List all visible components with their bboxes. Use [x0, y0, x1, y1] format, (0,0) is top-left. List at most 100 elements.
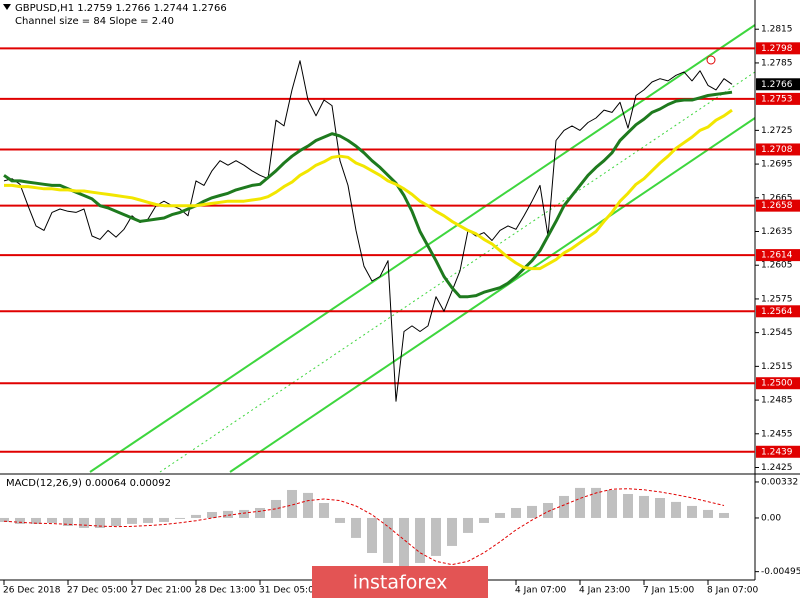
macd-bar [223, 510, 233, 518]
level-label-bg [756, 199, 800, 212]
logo-bg [312, 566, 488, 598]
level-label: 1.2439 [761, 447, 793, 457]
x-tick-label: 28 Dec 13:00 [195, 586, 256, 596]
macd-bar [255, 507, 265, 518]
macd-bar [79, 517, 89, 528]
macd-bar [63, 517, 73, 526]
macd-bar [287, 489, 297, 518]
y-tick-label: 1.2695 [761, 160, 793, 170]
chart-title: GBPUSD,H1 1.2759 1.2766 1.2744 1.2766 [15, 3, 227, 14]
y-tick-label: 1.2785 [761, 58, 793, 68]
macd-bar [383, 517, 393, 563]
logo: instaforex [353, 572, 448, 594]
level-label: 1.2658 [761, 201, 793, 211]
macd-bar [447, 517, 457, 546]
y-tick-label: 1.2485 [761, 396, 793, 406]
y-tick-label: 1.2815 [761, 25, 793, 35]
macd-bar [367, 517, 377, 553]
macd-bar [175, 517, 185, 519]
macd-bar [703, 509, 713, 518]
macd-title: MACD(12,26,9) 0.00064 0.00092 [6, 478, 171, 489]
macd-bar [127, 517, 137, 524]
macd-bar [415, 517, 425, 563]
price-line [3, 90, 733, 299]
macd-bar [239, 509, 249, 518]
macd-bar [575, 487, 585, 518]
macd-bar [15, 517, 25, 524]
macd-bar [159, 517, 169, 522]
y-tick-label: 0.00 [761, 513, 781, 523]
macd-bar [207, 512, 217, 518]
channel-line [229, 117, 756, 473]
level-label: 1.2798 [761, 44, 793, 54]
macd-bar [351, 517, 361, 538]
y-tick-label: 1.2605 [761, 261, 793, 271]
macd-bar [655, 498, 665, 518]
macd-bar [719, 512, 729, 518]
macd-bar [607, 489, 617, 518]
macd-bar [495, 512, 505, 518]
macd-bar [639, 495, 649, 518]
level-label-bg [756, 377, 800, 390]
macd-bar [431, 517, 441, 556]
macd-bar [0, 517, 9, 522]
macd-bar [47, 517, 57, 523]
macd-bar [335, 517, 345, 523]
y-tick-label: 1.2515 [761, 362, 793, 372]
y-tick-label: -0.00495 [761, 567, 800, 577]
macd-bar [191, 514, 201, 518]
macd-bar [479, 517, 489, 523]
x-tick-label: 27 Dec 21:00 [131, 586, 192, 596]
x-tick-label: 4 Jan 07:00 [515, 586, 567, 596]
level-label: 1.2614 [761, 251, 793, 261]
macd-bar [303, 492, 313, 518]
y-tick-label: 1.2545 [761, 328, 793, 338]
level-label-bg [756, 92, 800, 105]
price-line [3, 60, 733, 402]
x-tick-label: 7 Jan 15:00 [643, 586, 695, 596]
price-line [4, 108, 733, 271]
level-label: 1.2753 [761, 94, 793, 104]
macd-bar [143, 517, 153, 523]
macd-bar [527, 505, 537, 518]
level-label-bg [756, 143, 800, 156]
level-label-bg [756, 305, 800, 318]
signal-line [3, 488, 725, 566]
current-price-bg [756, 78, 800, 91]
level-label-bg [756, 445, 800, 458]
macd-bar [399, 517, 409, 567]
chart-subtitle: Channel size = 84 Slope = 2.40 [15, 16, 174, 27]
macd-bar [543, 503, 553, 518]
level-label-bg [756, 249, 800, 262]
x-tick-label: 26 Dec 2018 [3, 586, 61, 596]
macd-bar [271, 499, 281, 518]
x-tick-label: 31 Dec 05:00 [259, 586, 320, 596]
x-tick-label: 8 Jan 07:00 [707, 586, 759, 596]
macd-bar [319, 503, 329, 518]
y-tick-label: 1.2635 [761, 227, 793, 237]
macd-bar [111, 517, 121, 526]
dropdown-icon [3, 4, 11, 10]
level-label: 1.2500 [761, 379, 793, 389]
macd-bar [95, 517, 105, 528]
y-tick-label: 1.2575 [761, 294, 793, 304]
y-tick-label: 1.2425 [761, 463, 793, 473]
macd-bar [31, 517, 41, 524]
level-label: 1.2708 [761, 145, 793, 155]
macd-bar [559, 495, 569, 518]
y-tick-label: 1.2455 [761, 429, 793, 439]
x-tick-label: 27 Dec 05:00 [67, 586, 128, 596]
level-label: 1.2564 [761, 307, 793, 317]
y-tick-label: 1.2665 [761, 193, 793, 203]
level-label-bg [756, 42, 800, 55]
macd-bar [671, 501, 681, 518]
marker [706, 55, 716, 65]
macd-bar [687, 505, 697, 518]
current-price-label: 1.2766 [761, 80, 793, 90]
macd-bar [463, 517, 473, 533]
y-tick-label: 1.2725 [761, 126, 793, 136]
x-tick-label: 4 Jan 23:00 [579, 586, 631, 596]
macd-bar [511, 507, 521, 518]
macd-bar [623, 494, 633, 518]
